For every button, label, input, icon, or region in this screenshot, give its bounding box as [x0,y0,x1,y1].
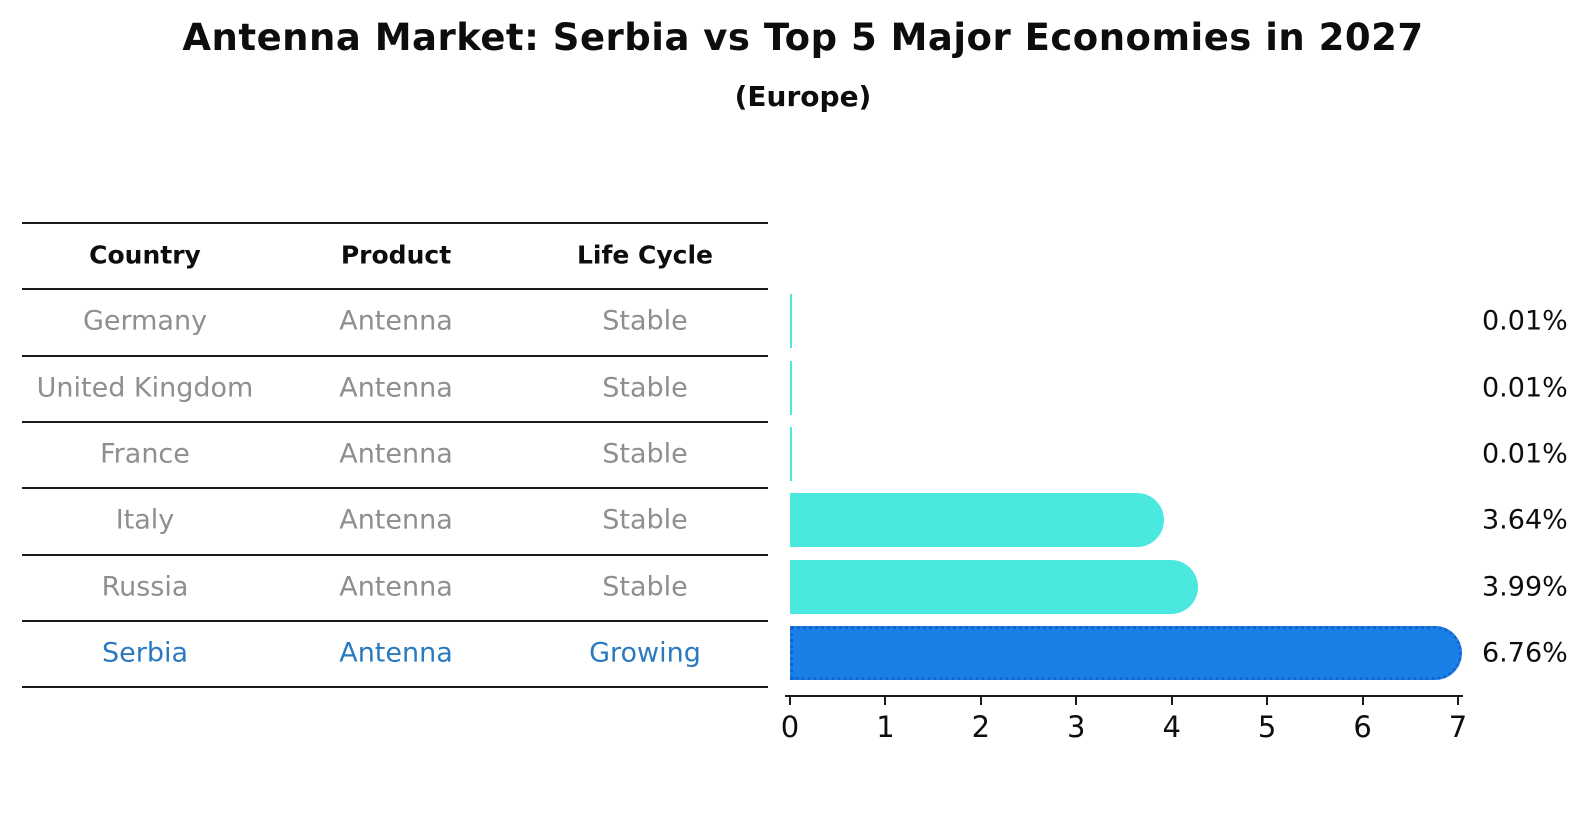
table-cell-product: Antenna [339,504,453,536]
bar-france [790,427,792,482]
table-cell-product: Antenna [339,372,453,404]
table-separator-line [22,619,768,622]
bar-serbia [790,625,1463,680]
table-header-product: Product [340,240,452,270]
table-separator-line [22,288,768,291]
table-cell-life-cycle: Stable [602,305,688,337]
x-tick-mark [1457,695,1459,705]
table-cell-country: France [100,438,190,470]
table-cell-country: Germany [82,305,208,337]
table-cell-country: Serbia [101,637,189,669]
x-tick-mark [1361,695,1364,705]
x-tick-label: 3 [1067,710,1086,744]
table-cell-country: United Kingdom [36,372,254,404]
chart-subtitle: (Europe) [734,80,872,113]
table-separator-line [22,686,768,689]
table-cell-life-cycle: Stable [602,571,688,603]
x-tick-mark [1170,695,1173,705]
table-header-country: Country [89,240,201,270]
chart-title: Antenna Market: Serbia vs Top 5 Major Ec… [182,16,1424,59]
table-cell-product: Antenna [339,637,453,669]
table-cell-product: Antenna [339,438,453,470]
bar-value-label: 6.76% [1482,637,1568,669]
table-cell-product: Antenna [339,305,453,337]
x-tick-label: 0 [780,710,800,744]
table-separator-line [22,222,768,224]
x-tick-mark [979,695,982,705]
bar-russia [790,559,1198,614]
bar-value-label: 3.64% [1482,504,1568,536]
table-cell-country: Italy [115,504,175,536]
table-separator-line [22,354,768,357]
x-axis-line [785,695,1463,697]
x-tick-label: 4 [1162,710,1181,744]
bar-value-label: 0.01% [1482,305,1568,337]
x-tick-label: 6 [1353,710,1372,744]
bar-value-label: 3.99% [1482,571,1568,603]
table-separator-line [22,420,768,423]
x-tick-label: 5 [1257,710,1277,744]
table-cell-product: Antenna [339,571,453,603]
bar-value-label: 0.01% [1482,372,1568,404]
x-tick-label: 2 [971,710,991,744]
x-tick-mark [884,695,887,705]
table-separator-line [22,487,768,490]
bar-value-label: 0.01% [1482,438,1568,470]
x-tick-mark [1075,695,1078,705]
table-header-life-cycle: Life Cycle [576,240,714,270]
x-tick-label: 7 [1448,710,1468,744]
bar-germany [790,294,792,349]
table-cell-life-cycle: Stable [602,504,688,536]
table-cell-life-cycle: Stable [602,372,688,404]
table-cell-country: Russia [101,571,189,603]
table-cell-life-cycle: Stable [602,438,688,470]
bar-italy [790,493,1165,548]
table-cell-life-cycle: Growing [589,637,701,669]
x-tick-mark [1266,695,1269,705]
x-tick-label: 1 [876,710,895,744]
table-separator-line [22,553,768,556]
bar-united-kingdom [790,360,792,415]
x-tick-mark [789,695,791,705]
